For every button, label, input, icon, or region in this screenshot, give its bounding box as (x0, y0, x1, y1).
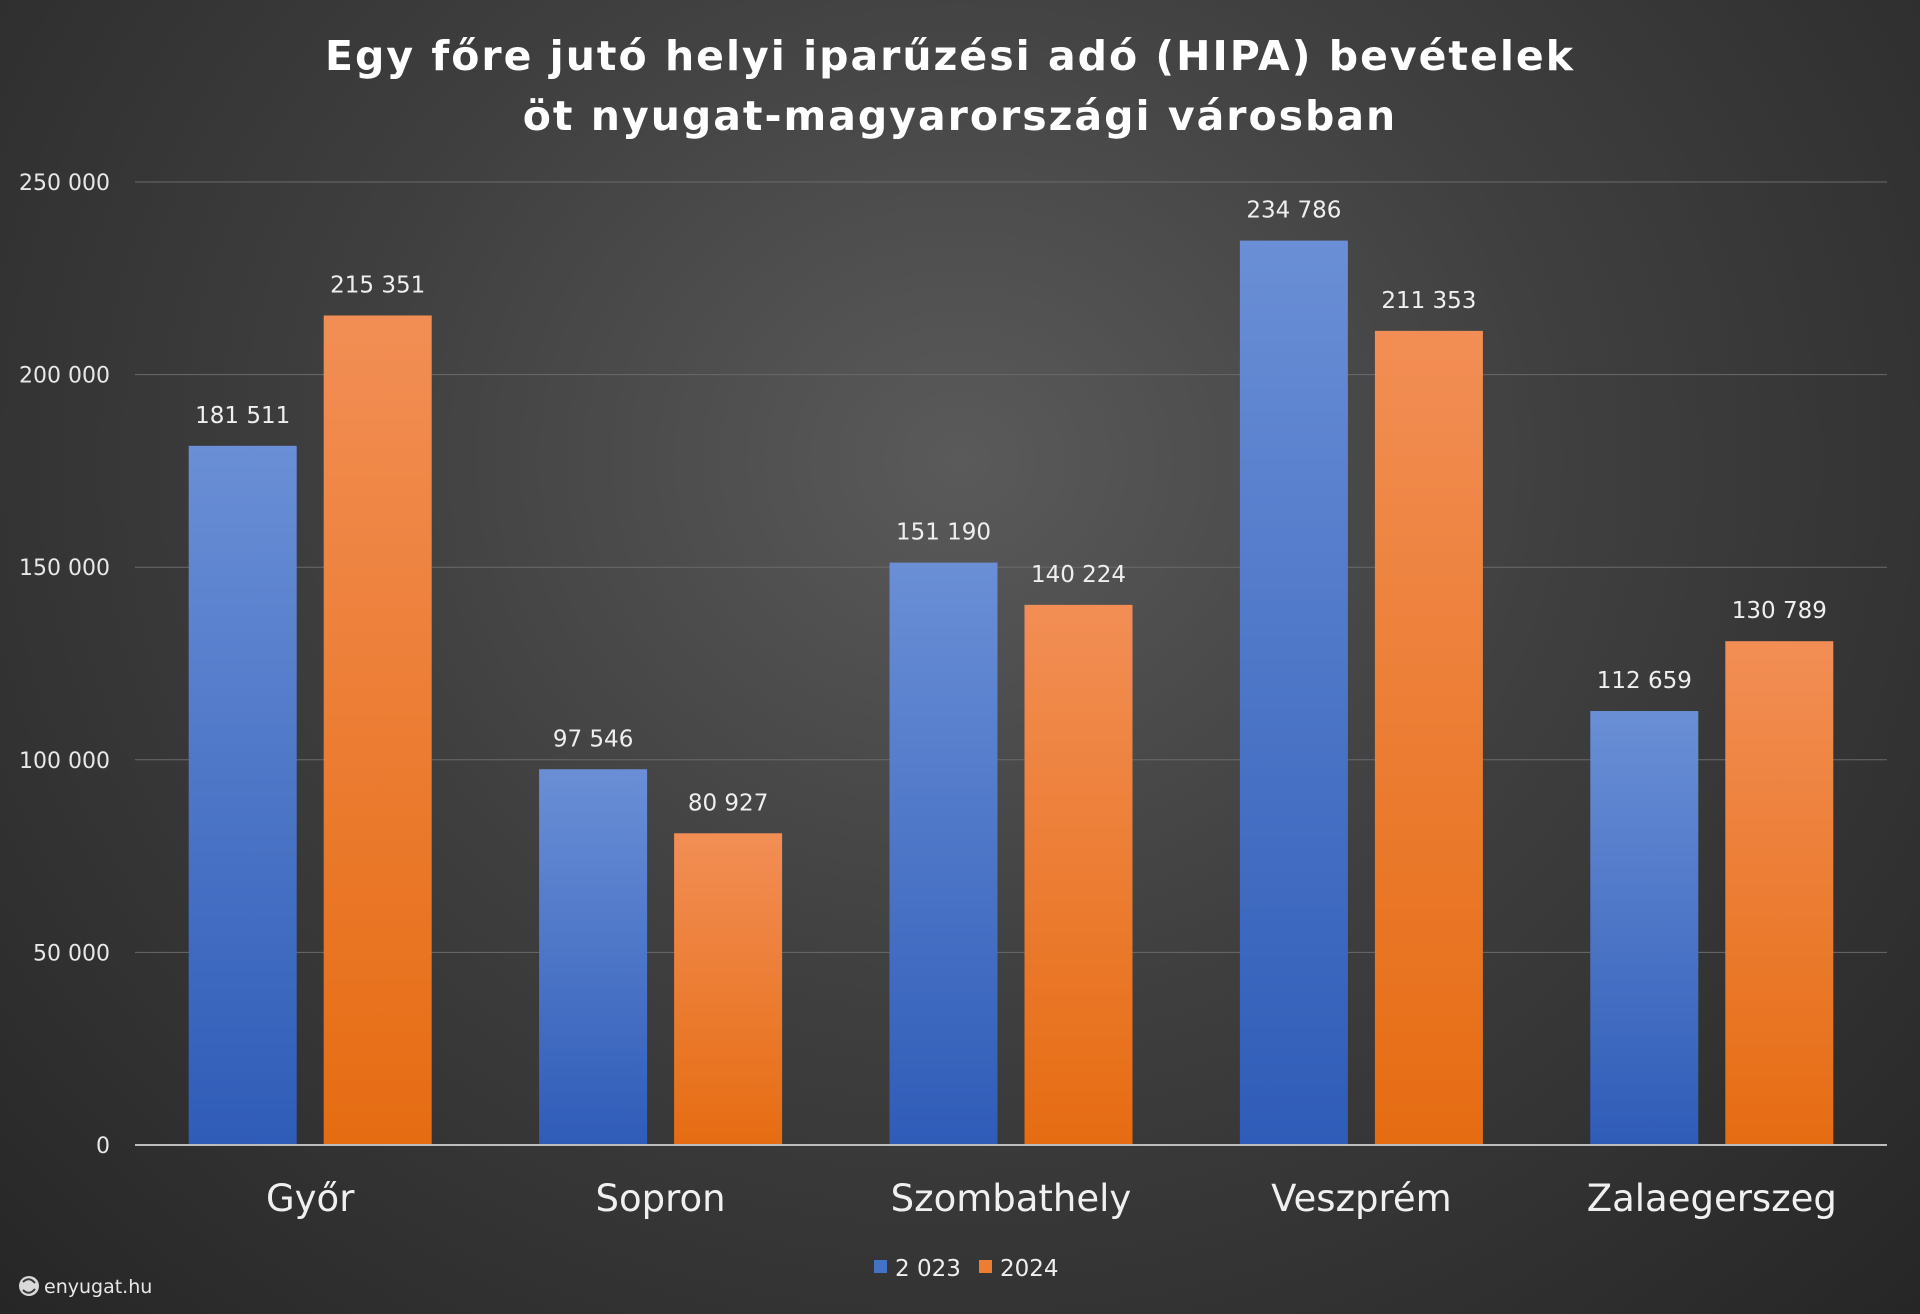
y-tick-label: 150 000 (19, 556, 110, 581)
x-category-label: Szombathely (891, 1177, 1132, 1220)
x-category-label: Zalaegerszeg (1587, 1177, 1837, 1220)
x-axis-category-labels: Győr Sopron Szombathely Veszprém Zalaegersze… (266, 1177, 1837, 1220)
bars (188, 240, 1834, 1146)
data-label: 234 786 (1246, 198, 1341, 224)
data-labels: 181 511 215 351 97 546 80 927 151 190 140 224… (195, 198, 1827, 817)
bar-veszprém-0 (1239, 240, 1348, 1146)
bar-szombathely-1 (1024, 604, 1133, 1145)
enyugat-logo-icon (19, 1276, 39, 1296)
data-label: 130 789 (1732, 598, 1827, 624)
bar-zalaegerszeg-1 (1725, 641, 1834, 1145)
bar-zalaegerszeg-0 (1590, 711, 1699, 1145)
data-label: 112 659 (1597, 668, 1692, 694)
x-category-label: Veszprém (1271, 1177, 1452, 1220)
data-label: 151 190 (896, 520, 991, 546)
y-tick-label: 200 000 (19, 364, 110, 389)
chart-title-line-1: Egy főre jutó helyi iparűzési adó (HIPA)… (325, 32, 1575, 80)
chart-title-line-2: öt nyugat-magyarországi városban (523, 92, 1398, 140)
y-tick-label: 100 000 (19, 749, 110, 774)
legend-label-2024: 2024 (1000, 1256, 1059, 1282)
bar-szombathely-0 (889, 562, 998, 1145)
data-label: 181 511 (195, 403, 290, 429)
data-label: 211 353 (1381, 288, 1476, 314)
y-tick-label: 0 (96, 1134, 110, 1159)
legend-swatch-2024 (979, 1260, 992, 1273)
source-credit: enyugat.hu (19, 1276, 152, 1298)
x-category-label: Sopron (596, 1177, 726, 1220)
bar-sopron-1 (674, 833, 783, 1145)
legend: 2 023 2024 (874, 1256, 1059, 1282)
legend-label-2023: 2 023 (895, 1256, 961, 1282)
y-tick-label: 50 000 (33, 941, 110, 966)
y-axis-tick-labels: 0 50 000 100 000 150 000 200 000 250 000 (19, 171, 110, 1159)
source-text: enyugat.hu (44, 1276, 152, 1298)
data-label: 140 224 (1031, 562, 1126, 588)
y-tick-label: 250 000 (19, 171, 110, 196)
data-label: 97 546 (553, 726, 633, 752)
x-category-label: Győr (266, 1177, 355, 1220)
data-label: 80 927 (688, 790, 768, 816)
bar-veszprém-1 (1374, 330, 1483, 1145)
bar-győr-1 (323, 315, 432, 1145)
bar-győr-0 (188, 445, 297, 1145)
bar-sopron-0 (539, 769, 648, 1145)
legend-swatch-2023 (874, 1260, 887, 1273)
data-label: 215 351 (330, 272, 425, 298)
